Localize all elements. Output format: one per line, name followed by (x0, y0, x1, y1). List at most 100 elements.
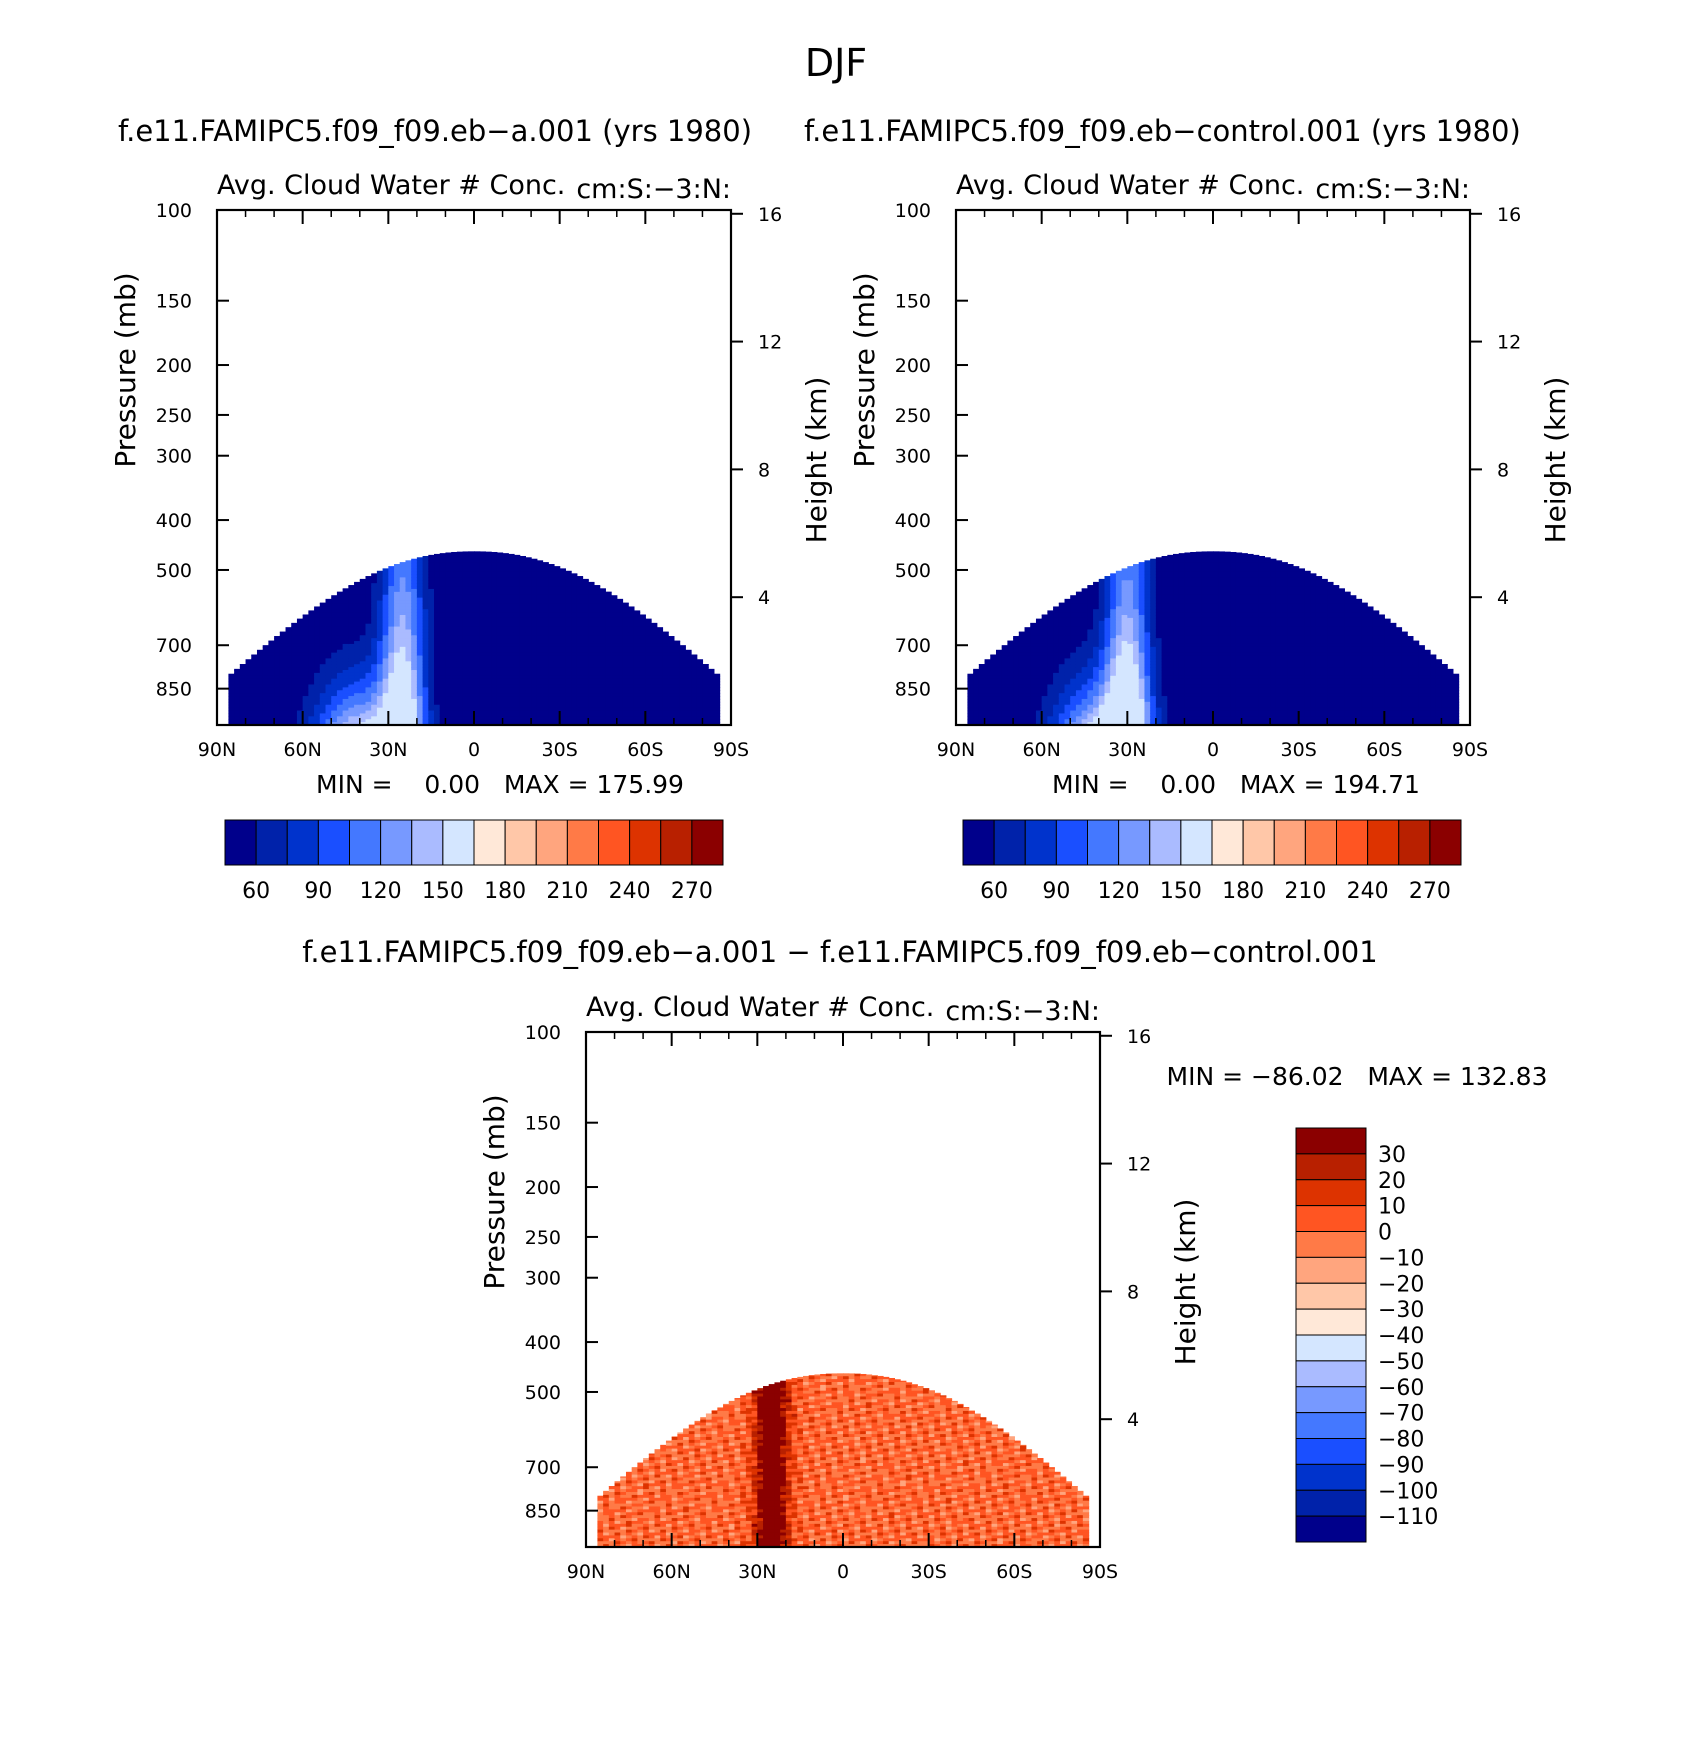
case-xtick-label: 60S (627, 739, 663, 761)
case-colorbar-swatch (349, 819, 382, 866)
control-ytick-label: 100 (895, 200, 931, 222)
diff-colorbar-swatch (1295, 1515, 1367, 1543)
case-ylabel: Pressure (mb) (109, 272, 142, 467)
control-colorbar-label: 120 (1098, 879, 1140, 904)
diff-panel: 90N 60N 30N 0 30S 60S 90S100150200250300400500… (478, 992, 1438, 1583)
case-y2tick-label: 12 (758, 332, 782, 354)
case-y2tick-label: 4 (758, 587, 770, 609)
case-colorbar-swatch (598, 819, 631, 866)
diff-colorbar-swatch (1295, 1231, 1367, 1258)
case-ytick-label: 300 (156, 446, 192, 468)
case-colorbar-label: 270 (671, 879, 713, 904)
diff-colorbar-swatch (1295, 1127, 1367, 1155)
case-colorbar-swatch (224, 819, 257, 866)
case-xtick-label: 90S (713, 739, 749, 761)
diff-colorbar-swatch (1295, 1256, 1367, 1284)
diff-ytick-label: 500 (525, 1382, 561, 1404)
case-units: cm:S:−3:N: (576, 174, 731, 205)
case-colorbar-swatch (566, 819, 599, 866)
case-xtick-label: 30S (542, 739, 578, 761)
case-variable-title: Avg. Cloud Water # Conc. (217, 170, 565, 201)
diff-colorbar-swatch (1295, 1308, 1367, 1336)
case-colorbar-swatch (286, 819, 319, 866)
diff-colorbar-label: −50 (1378, 1350, 1424, 1375)
control-colorbar-swatch (1398, 819, 1431, 866)
control-colorbar-swatch (1242, 819, 1275, 866)
case-colorbar-swatch (380, 819, 413, 866)
case-contour-field (228, 551, 721, 726)
control-ylabel: Pressure (mb) (848, 272, 881, 467)
control-xtick-label: 30S (1281, 739, 1317, 761)
case-colorbar-label: 120 (360, 879, 402, 904)
diff-colorbar-label: −60 (1378, 1376, 1424, 1401)
control-ytick-label: 250 (895, 405, 931, 427)
control-colorbar-label: 210 (1284, 879, 1326, 904)
case-ytick-label: 850 (156, 679, 192, 701)
case-y2label: Height (km) (800, 377, 833, 544)
diff-colorbar-label: −70 (1378, 1402, 1424, 1427)
control-y2tick-label: 4 (1497, 587, 1509, 609)
control-colorbar-swatch (1087, 819, 1120, 866)
case-ytick-label: 150 (156, 291, 192, 313)
diff-colorbar-label: 0 (1378, 1221, 1392, 1246)
case-xtick-label: 90N (198, 739, 236, 761)
diff-colorbar-label: −10 (1378, 1246, 1424, 1271)
diff-colorbar-swatch (1295, 1386, 1367, 1414)
case-ytick-label: 400 (156, 510, 192, 532)
control-run-title: f.e11.FAMIPC5.f09_f09.eb−control.001 (yr… (804, 114, 1521, 148)
control-stats: MIN = 0.00 MAX = 194.71 (1052, 770, 1420, 799)
control-ytick-label: 300 (895, 446, 931, 468)
control-colorbar-label: 240 (1347, 879, 1389, 904)
case-ytick-label: 200 (156, 355, 192, 377)
diff-stats: MIN = −86.02 MAX = 132.83 (1167, 1062, 1548, 1091)
control-xtick-label: 0 (1207, 739, 1219, 761)
control-xtick-label: 60N (1022, 739, 1060, 761)
diff-xtick-label: 90S (1082, 1561, 1118, 1583)
control-colorbar-swatch (1273, 819, 1306, 866)
case-colorbar-label: 210 (546, 879, 588, 904)
diff-y2tick-label: 4 (1127, 1409, 1139, 1431)
control-contour-field (967, 551, 1460, 726)
control-colorbar-label: 60 (980, 879, 1008, 904)
control-units: cm:S:−3:N: (1315, 174, 1470, 205)
control-colorbar-swatch (993, 819, 1026, 866)
diff-colorbar-swatch (1295, 1489, 1367, 1517)
case-colorbar-swatch (473, 819, 506, 866)
diff-colorbar-label: 10 (1378, 1195, 1406, 1220)
control-colorbar-swatch (1180, 819, 1213, 866)
diff-ytick-label: 850 (525, 1501, 561, 1523)
diff-y2tick-label: 8 (1127, 1281, 1139, 1303)
control-colorbar-swatch (1336, 819, 1369, 866)
diff-units: cm:S:−3:N: (945, 996, 1100, 1027)
case-colorbar-swatch (411, 819, 444, 866)
case-colorbar-swatch (660, 819, 693, 866)
control-colorbar-swatch (1367, 819, 1400, 866)
control-colorbar-swatch (1149, 819, 1182, 866)
diff-ytick-label: 200 (525, 1177, 561, 1199)
control-xtick-label: 90N (937, 739, 975, 761)
diff-ytick-label: 250 (525, 1227, 561, 1249)
case-run-title: f.e11.FAMIPC5.f09_f09.eb−a.001 (yrs 1980… (118, 114, 752, 148)
case-colorbar-swatch (255, 819, 288, 866)
diff-colorbar: 3020100−10−20−30−40−50−60−70−80−90−100−1… (1295, 1127, 1438, 1543)
case-colorbar-label: 180 (484, 879, 526, 904)
case-colorbar-swatch (317, 819, 350, 866)
diff-colorbar-swatch (1295, 1334, 1367, 1362)
diff-colorbar-label: −90 (1378, 1453, 1424, 1478)
control-variable-title: Avg. Cloud Water # Conc. (956, 170, 1304, 201)
case-colorbar-swatch (504, 819, 537, 866)
case-ytick-label: 250 (156, 405, 192, 427)
control-ytick-label: 500 (895, 560, 931, 582)
control-y2tick-label: 8 (1497, 459, 1509, 481)
control-y2tick-label: 16 (1497, 204, 1521, 226)
case-ytick-label: 100 (156, 200, 192, 222)
case-panel: 90N 60N 30N 0 30S 60S 90S 100 150 200 250 300 400 500… (109, 170, 833, 904)
control-colorbar-swatch (1118, 819, 1151, 866)
diff-ytick-label: 700 (525, 1457, 561, 1479)
diff-run-title: f.e11.FAMIPC5.f09_f09.eb−a.001 − f.e11.F… (302, 935, 1377, 969)
case-colorbar-label: 240 (609, 879, 651, 904)
diff-ytick-label: 150 (525, 1113, 561, 1135)
diff-colorbar-label: 30 (1378, 1143, 1406, 1168)
diff-ytick-label: 400 (525, 1332, 561, 1354)
case-colorbar-swatch (442, 819, 475, 866)
